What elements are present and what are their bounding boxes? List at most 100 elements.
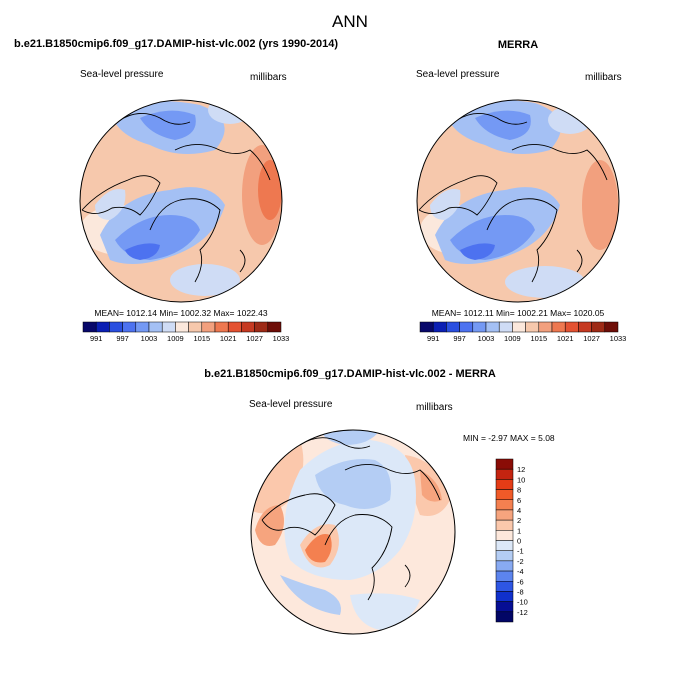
map3-colorbar-tick-label: -2 [517,557,524,566]
map3-colorbar-tick-label: 0 [517,537,521,546]
map3-colorbar-swatch [495,570,514,582]
map2-boundary [416,99,620,303]
map3-colorbar-tick-label: -1 [517,547,524,556]
map2-colorbar-swatch [538,321,553,333]
map1-units-label: millibars [250,72,287,83]
map2-colorbar-tick-label: 1021 [557,334,574,343]
map3-colorbar-swatch [495,499,514,511]
map1-colorbar-tick-label: 1009 [167,334,184,343]
map1-colorbar-tick-label: 1033 [273,334,290,343]
map3-colorbar-swatch [495,458,514,470]
figure-title: ANN [332,12,368,31]
map3-colorbar-swatch [495,560,514,572]
map1-colorbar-swatch [109,321,123,333]
map1-colorbar: 991 997 1003 1009 1015 1021 1027 1033 [82,321,290,343]
map3-stats: MIN = -2.97 MAX = 5.08 [463,433,555,443]
map1-title: b.e21.B1850cmip6.f09_g17.DAMIP-hist-vlc.… [14,38,338,50]
map1-colorbar-swatch [122,321,137,333]
map2-colorbar-tick-label: 1003 [478,334,495,343]
map3-colorbar-swatch [495,509,514,521]
map3-colorbar-swatch [495,468,514,480]
map2-colorbar-swatch [564,321,579,333]
map1-colorbar-swatch [148,321,163,333]
map1-boundary [79,99,283,303]
map3-colorbar-swatch [495,479,514,490]
map1-colorbar-tick-label: 1015 [193,334,210,343]
map3-colorbar-swatch [495,519,514,531]
map3-colorbar-tick-label: 1 [517,526,521,535]
map2-field [417,100,619,302]
map3-units-label: millibars [416,402,453,413]
map2-variable-label: Sea-level pressure [416,69,500,80]
map2-colorbar-swatch [485,321,500,333]
map2-colorbar-swatch [525,321,540,333]
map3-colorbar-tick-label: 10 [517,475,525,484]
map2-colorbar-tick-label: 997 [453,334,466,343]
map3-colorbar-tick-label: -4 [517,567,524,576]
map3-boundary [250,429,456,635]
map3-colorbar-swatch [495,489,514,500]
map3-colorbar-tick-label: -6 [517,577,524,586]
map2-colorbar-swatch [551,321,566,333]
map2-colorbar-swatch [591,321,606,333]
map2-units-label: millibars [585,72,622,83]
map1-colorbar-swatch [241,321,255,333]
map1-colorbar-swatch [82,321,97,333]
map3-colorbar-tick-label: 8 [517,486,521,495]
map1-stats: MEAN= 1012.14 Min= 1002.32 Max= 1022.43 [94,308,267,318]
map1-colorbar-swatch [95,321,110,333]
map1-coastlines [81,113,271,283]
map2-title: MERRA [498,39,538,51]
map3-variable-label: Sea-level pressure [249,399,333,410]
map2-colorbar-tick-label: 991 [427,334,440,343]
map2-colorbar-tick-label: 1015 [530,334,547,343]
map1-colorbar-swatch [161,321,176,333]
map1-colorbar-swatch [227,321,242,333]
map3-colorbar-swatch [495,611,514,623]
map1-colorbar-swatch [267,321,282,333]
map3-colorbar-swatch [495,540,514,551]
map1-colorbar-swatch [201,321,216,333]
map3-colorbar-tick-label: -10 [517,598,528,607]
map3-colorbar-swatch [495,530,514,541]
map2-colorbar-swatch [498,321,513,333]
map1-colorbar-tick-label: 1003 [141,334,158,343]
map3-colorbar-tick-label: 4 [517,506,521,515]
map2-colorbar: 991 997 1003 1009 1015 1021 1027 1033 [419,321,626,343]
map2-colorbar-tick-label: 1009 [504,334,521,343]
map2-colorbar-swatch [419,321,434,333]
map2-colorbar-swatch [446,321,460,333]
map3-colorbar-tick-label: 2 [517,516,521,525]
map3-colorbar-swatch [495,581,514,592]
map3-colorbar-swatch [495,601,514,613]
map2-colorbar-swatch [578,321,592,333]
map1-field [80,100,282,302]
map2-colorbar-tick-label: 1027 [583,334,600,343]
map1-colorbar-swatch [214,321,229,333]
map2-stats: MEAN= 1012.11 Min= 1002.21 Max= 1020.05 [432,308,605,318]
map2-colorbar-swatch [604,321,619,333]
map2-colorbar-swatch [459,321,474,333]
map3-field [251,430,455,634]
map3-colorbar-swatch [495,591,514,602]
map3-title: b.e21.B1850cmip6.f09_g17.DAMIP-hist-vlc.… [204,368,496,380]
map1-colorbar-swatch [175,321,189,333]
map3-colorbar-tick-label: -8 [517,587,524,596]
map1-colorbar-tick-label: 1027 [246,334,263,343]
map1-colorbar-tick-label: 997 [116,334,129,343]
map3-coastlines [261,437,441,601]
map1-variable-label: Sea-level pressure [80,69,164,80]
map1-colorbar-tick-label: 991 [90,334,103,343]
map1-colorbar-swatch [135,321,150,333]
map1-colorbar-tick-label: 1021 [220,334,237,343]
map2-colorbar-swatch [512,321,526,333]
map2-colorbar-swatch [432,321,447,333]
map2-colorbar-swatch [472,321,487,333]
map1-colorbar-swatch [188,321,203,333]
map2-coastlines [418,113,608,283]
map3-colorbar-tick-label: 6 [517,496,521,505]
map3-colorbar-swatch [495,550,514,562]
map3-colorbar-tick-label: -12 [517,608,528,617]
